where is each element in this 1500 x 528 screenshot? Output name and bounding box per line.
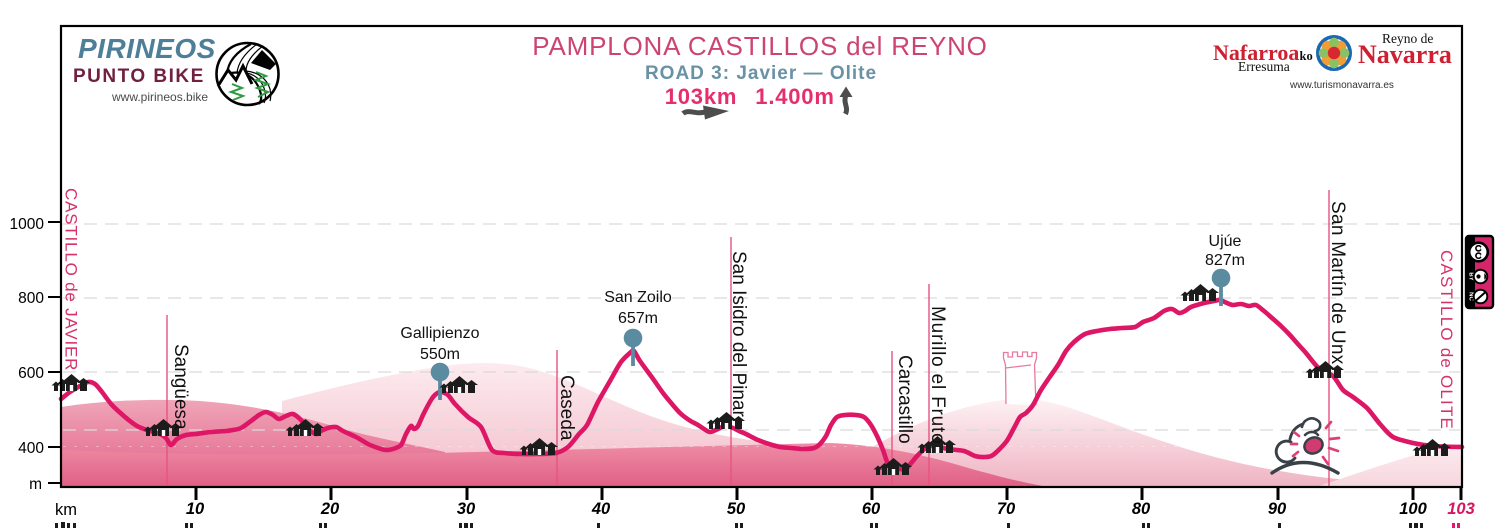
svg-text:Sangüesa: Sangüesa [170, 344, 191, 430]
svg-text:50: 50 [727, 500, 746, 518]
svg-text:Navarra: Navarra [1358, 40, 1452, 69]
svg-text:90: 90 [1268, 500, 1287, 518]
svg-text:600: 600 [18, 365, 44, 382]
svg-text:80: 80 [1132, 500, 1151, 518]
svg-text:100: 100 [1399, 500, 1427, 518]
svg-text:PUNTO BIKE: PUNTO BIKE [73, 66, 205, 87]
svg-text:827m: 827m [1205, 252, 1245, 269]
svg-text:Nafarroa: Nafarroa [1213, 40, 1299, 65]
svg-text:CASTILLO de JAVIER: CASTILLO de JAVIER [62, 188, 81, 371]
svg-text:San Zoilo: San Zoilo [604, 289, 672, 306]
svg-text:Gallipienzo: Gallipienzo [400, 325, 479, 342]
svg-text:550m: 550m [420, 346, 460, 363]
svg-text:1.400m: 1.400m [755, 84, 834, 109]
svg-text:ROAD 3: Javier — Olite: ROAD 3: Javier — Olite [645, 63, 877, 84]
svg-text:CASTILLO de OLITE: CASTILLO de OLITE [1437, 250, 1456, 430]
svg-text:Murillo el Fruto: Murillo el Fruto [927, 306, 948, 444]
svg-text:10: 10 [186, 500, 205, 518]
svg-text:Carcastillo: Carcastillo [894, 355, 915, 444]
svg-text:ko: ko [1300, 49, 1313, 63]
svg-text:657m: 657m [618, 310, 658, 327]
svg-text:40: 40 [591, 500, 611, 518]
svg-text:70: 70 [997, 500, 1016, 518]
svg-text:103km: 103km [665, 84, 738, 109]
svg-text:60: 60 [862, 500, 881, 518]
svg-text:www.turismonavarra.es: www.turismonavarra.es [1289, 80, 1394, 91]
svg-text:www.pirineos.bike: www.pirineos.bike [111, 90, 208, 104]
svg-text:800: 800 [18, 290, 44, 307]
svg-text:Caseda: Caseda [556, 375, 577, 441]
svg-text:PAMPLONA CASTILLOS del REYNO: PAMPLONA CASTILLOS del REYNO [532, 31, 987, 61]
svg-text:20: 20 [320, 500, 340, 518]
svg-text:m: m [29, 476, 42, 493]
svg-text:1000: 1000 [10, 216, 45, 233]
svg-text:103: 103 [1447, 500, 1475, 518]
svg-text:400: 400 [18, 440, 44, 457]
svg-text:km: km [55, 501, 77, 519]
svg-text:San Martín de Unx: San Martín de Unx [1327, 201, 1348, 365]
svg-text:NC: NC [1468, 292, 1474, 301]
svg-text:PIRINEOS: PIRINEOS [78, 33, 216, 64]
svg-text:Erresuma: Erresuma [1238, 59, 1290, 74]
svg-text:Ujúe: Ujúe [1209, 233, 1242, 250]
svg-text:30: 30 [457, 500, 476, 518]
svg-text:San Isidro del Pinar: San Isidro del Pinar [728, 251, 749, 417]
svg-text:Reyno de: Reyno de [1382, 31, 1433, 46]
svg-text:BY: BY [1468, 272, 1474, 280]
